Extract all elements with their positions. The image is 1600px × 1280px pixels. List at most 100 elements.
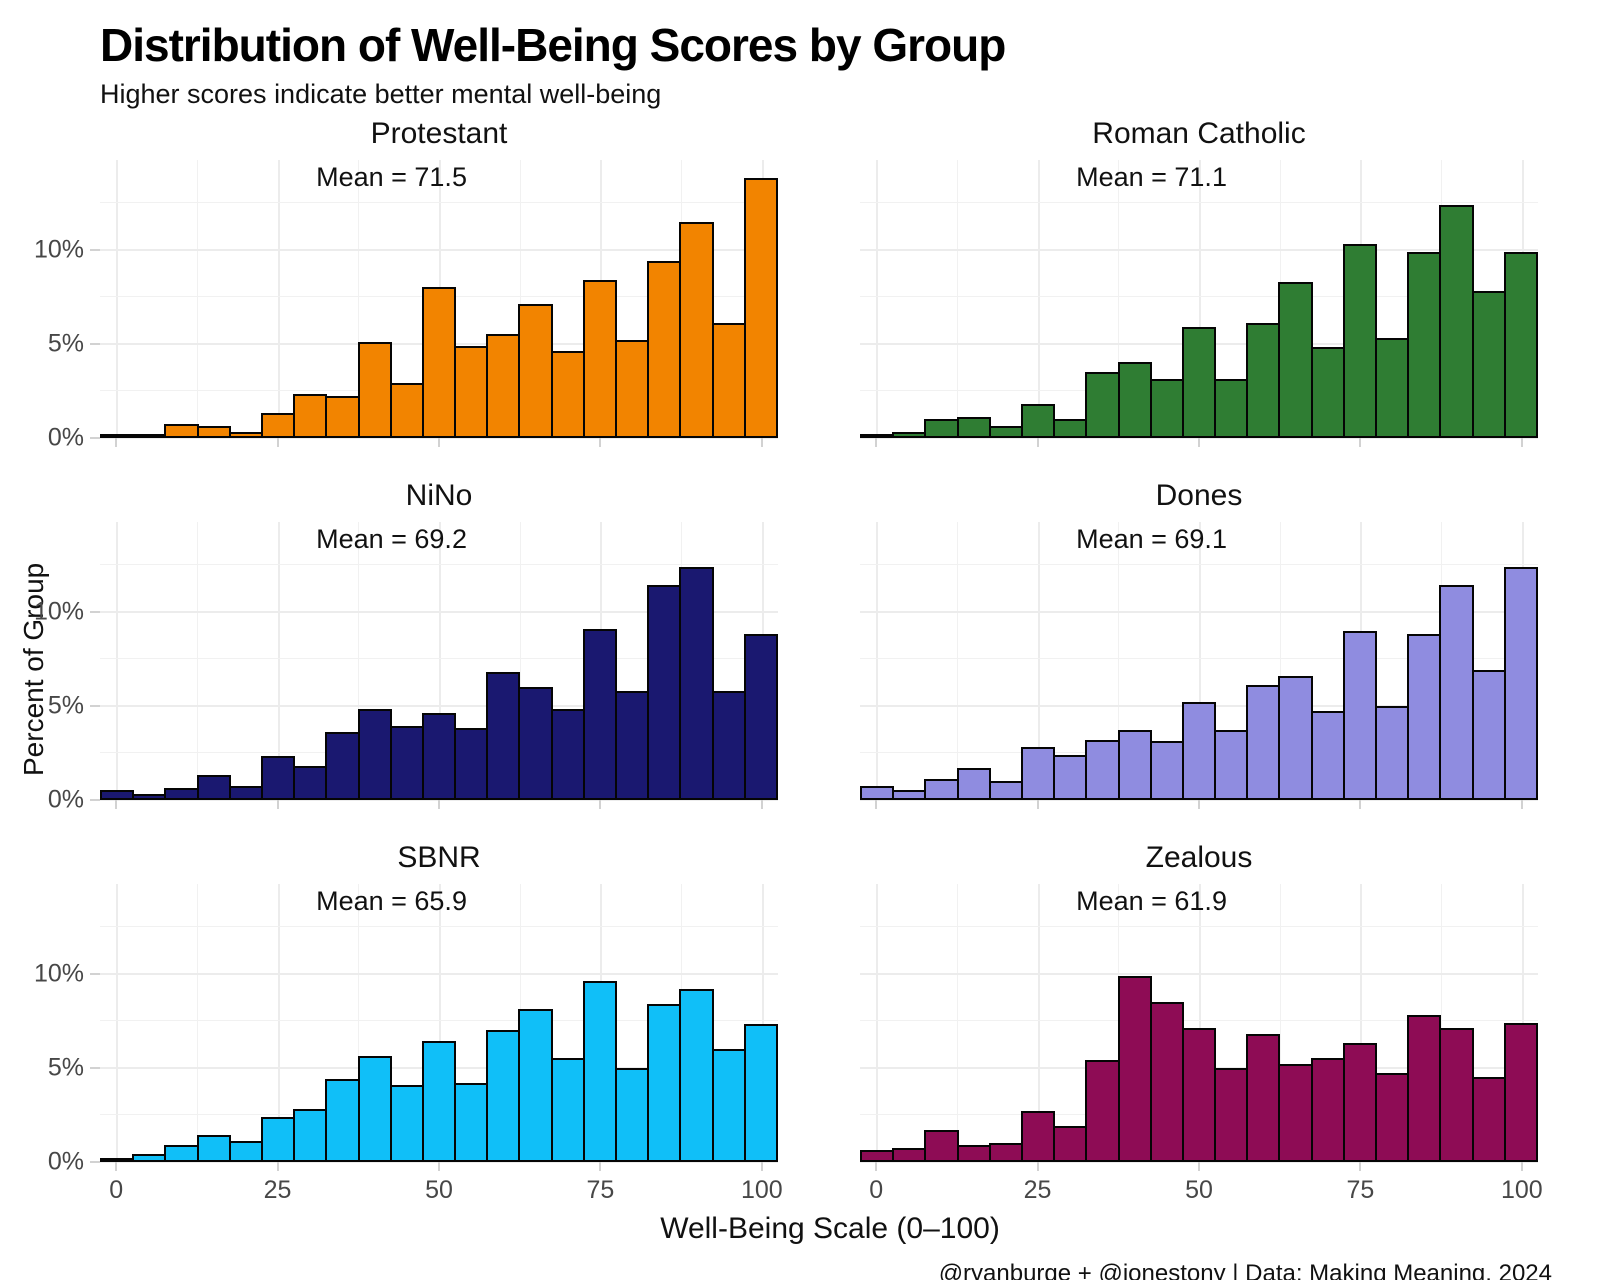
- y-tick-mark: [90, 610, 100, 613]
- histogram-bars: [860, 522, 1538, 800]
- x-tick-mark: [115, 1161, 118, 1171]
- y-gridline-major: [100, 610, 778, 613]
- y-gridline-minor: [860, 657, 1538, 659]
- bar-bin-45: [1149, 379, 1184, 438]
- x-tick-mark: [276, 799, 279, 809]
- x-gridline-major: [277, 159, 280, 438]
- x-gridline-major: [1199, 159, 1201, 438]
- bar-bin-85: [1407, 251, 1442, 438]
- bar-bin-55: [1214, 730, 1249, 800]
- bar-bin-10: [164, 1144, 199, 1162]
- bar-bin-30: [293, 1109, 328, 1162]
- x-tick-label: 50: [425, 1175, 453, 1204]
- x-gridline-major: [1199, 521, 1201, 800]
- y-gridline-minor: [100, 925, 778, 927]
- bar-bin-35: [325, 1078, 360, 1162]
- x-tick-label: 0: [109, 1175, 124, 1204]
- bar-bin-50: [1181, 326, 1217, 438]
- bar-bin-80: [1375, 1073, 1410, 1162]
- bar-bin-50: [421, 1041, 457, 1162]
- x-tick-mark: [1359, 799, 1362, 809]
- x-tick-mark: [875, 799, 878, 809]
- x-tick-mark: [599, 437, 602, 447]
- bar-bin-95: [711, 323, 746, 438]
- x-tick-mark: [438, 799, 440, 809]
- bar-bin-95: [711, 690, 746, 800]
- bar-bin-40: [357, 341, 392, 438]
- bar-bin-65: [1278, 1063, 1313, 1162]
- facet-sbnr: SBNR Mean = 65.9 0% 5% 10% 0 25 50 75 100: [34, 840, 783, 1204]
- bar-bin-20: [228, 431, 263, 438]
- x-tick-mark: [438, 437, 440, 447]
- x-tick-mark: [1359, 1161, 1362, 1171]
- x-tick-label: 75: [1346, 1175, 1375, 1204]
- facet-roman-catholic: Roman Catholic Mean = 71.1: [860, 116, 1538, 447]
- y-gridline-minor: [860, 201, 1538, 203]
- x-tick-mark: [1520, 799, 1523, 809]
- bar-bin-80: [1375, 338, 1410, 438]
- bar-bin-75: [582, 981, 617, 1162]
- bar-bin-15: [196, 426, 231, 438]
- bar-bin-80: [1375, 705, 1410, 800]
- x-gridline-minor: [196, 883, 198, 1162]
- x-gridline-minor: [196, 159, 198, 438]
- bar-bin-65: [518, 686, 553, 800]
- bar-bin-85: [1407, 1015, 1442, 1162]
- histogram-bars: [100, 160, 778, 438]
- x-gridline-major: [116, 159, 119, 438]
- bar-bin-35: [325, 396, 360, 438]
- facet-title: Protestant: [370, 116, 508, 150]
- bar-bin-10: [924, 778, 959, 800]
- bar-bin-70: [1310, 347, 1345, 438]
- bar-bin-65: [518, 304, 553, 438]
- bar-bin-25: [1020, 403, 1056, 438]
- x-tick-mark: [1036, 799, 1039, 809]
- y-tick-label: 5%: [47, 1053, 84, 1082]
- bar-bin-10: [924, 1129, 959, 1162]
- bar-bin-100: [743, 178, 778, 438]
- facet-dones: Dones Mean = 69.1: [860, 478, 1538, 809]
- bar-bin-40: [1117, 730, 1152, 800]
- chart-title: Distribution of Well-Being Scores by Gro…: [100, 19, 1006, 71]
- y-gridline-minor: [860, 295, 1538, 297]
- x-gridline-major: [116, 521, 119, 800]
- x-axis-title: Well-Being Scale (0–100): [660, 1211, 1000, 1245]
- bar-bin-60: [1246, 323, 1281, 438]
- bar-bin-65: [1278, 281, 1313, 438]
- bar-bin-15: [196, 1135, 231, 1162]
- x-gridline-minor: [358, 521, 360, 800]
- bar-bin-50: [421, 287, 457, 438]
- x-gridline-minor: [956, 159, 958, 438]
- y-gridline-major: [860, 610, 1538, 613]
- y-tick-label: 0%: [47, 423, 84, 452]
- bar-bin-55: [1214, 1067, 1249, 1162]
- x-gridline-major: [277, 883, 280, 1162]
- y-gridline-minor: [100, 201, 778, 203]
- bar-bin-10: [164, 424, 199, 438]
- bar-bin-55: [454, 1082, 489, 1162]
- bar-bin-85: [1407, 634, 1442, 800]
- x-gridline-major: [1199, 883, 1201, 1162]
- bar-bin-25: [1020, 1110, 1056, 1162]
- bar-bin-65: [1278, 675, 1313, 800]
- bar-bin-45: [1149, 1001, 1184, 1162]
- mean-annotation: Mean = 69.1: [1076, 523, 1227, 554]
- histogram-bars: [860, 160, 1538, 438]
- bar-bin-85: [647, 1003, 682, 1162]
- x-gridline-minor: [1118, 159, 1120, 438]
- bar-bin-35: [1085, 1060, 1120, 1162]
- x-tick-mark: [760, 1161, 763, 1171]
- x-tick-mark: [115, 799, 118, 809]
- bar-bin-40: [357, 709, 392, 800]
- facet-title: SBNR: [397, 840, 481, 874]
- bar-bin-70: [550, 1058, 585, 1162]
- x-tick-mark: [1520, 1161, 1523, 1171]
- plot-panel: Mean = 71.1: [860, 159, 1538, 447]
- bar-bin-40: [1117, 975, 1152, 1162]
- x-gridline-major: [277, 521, 280, 800]
- y-tick-label: 5%: [47, 329, 84, 358]
- bar-bin-35: [1085, 739, 1120, 800]
- bar-bin-20: [988, 1142, 1023, 1162]
- bar-bin-60: [486, 1030, 521, 1162]
